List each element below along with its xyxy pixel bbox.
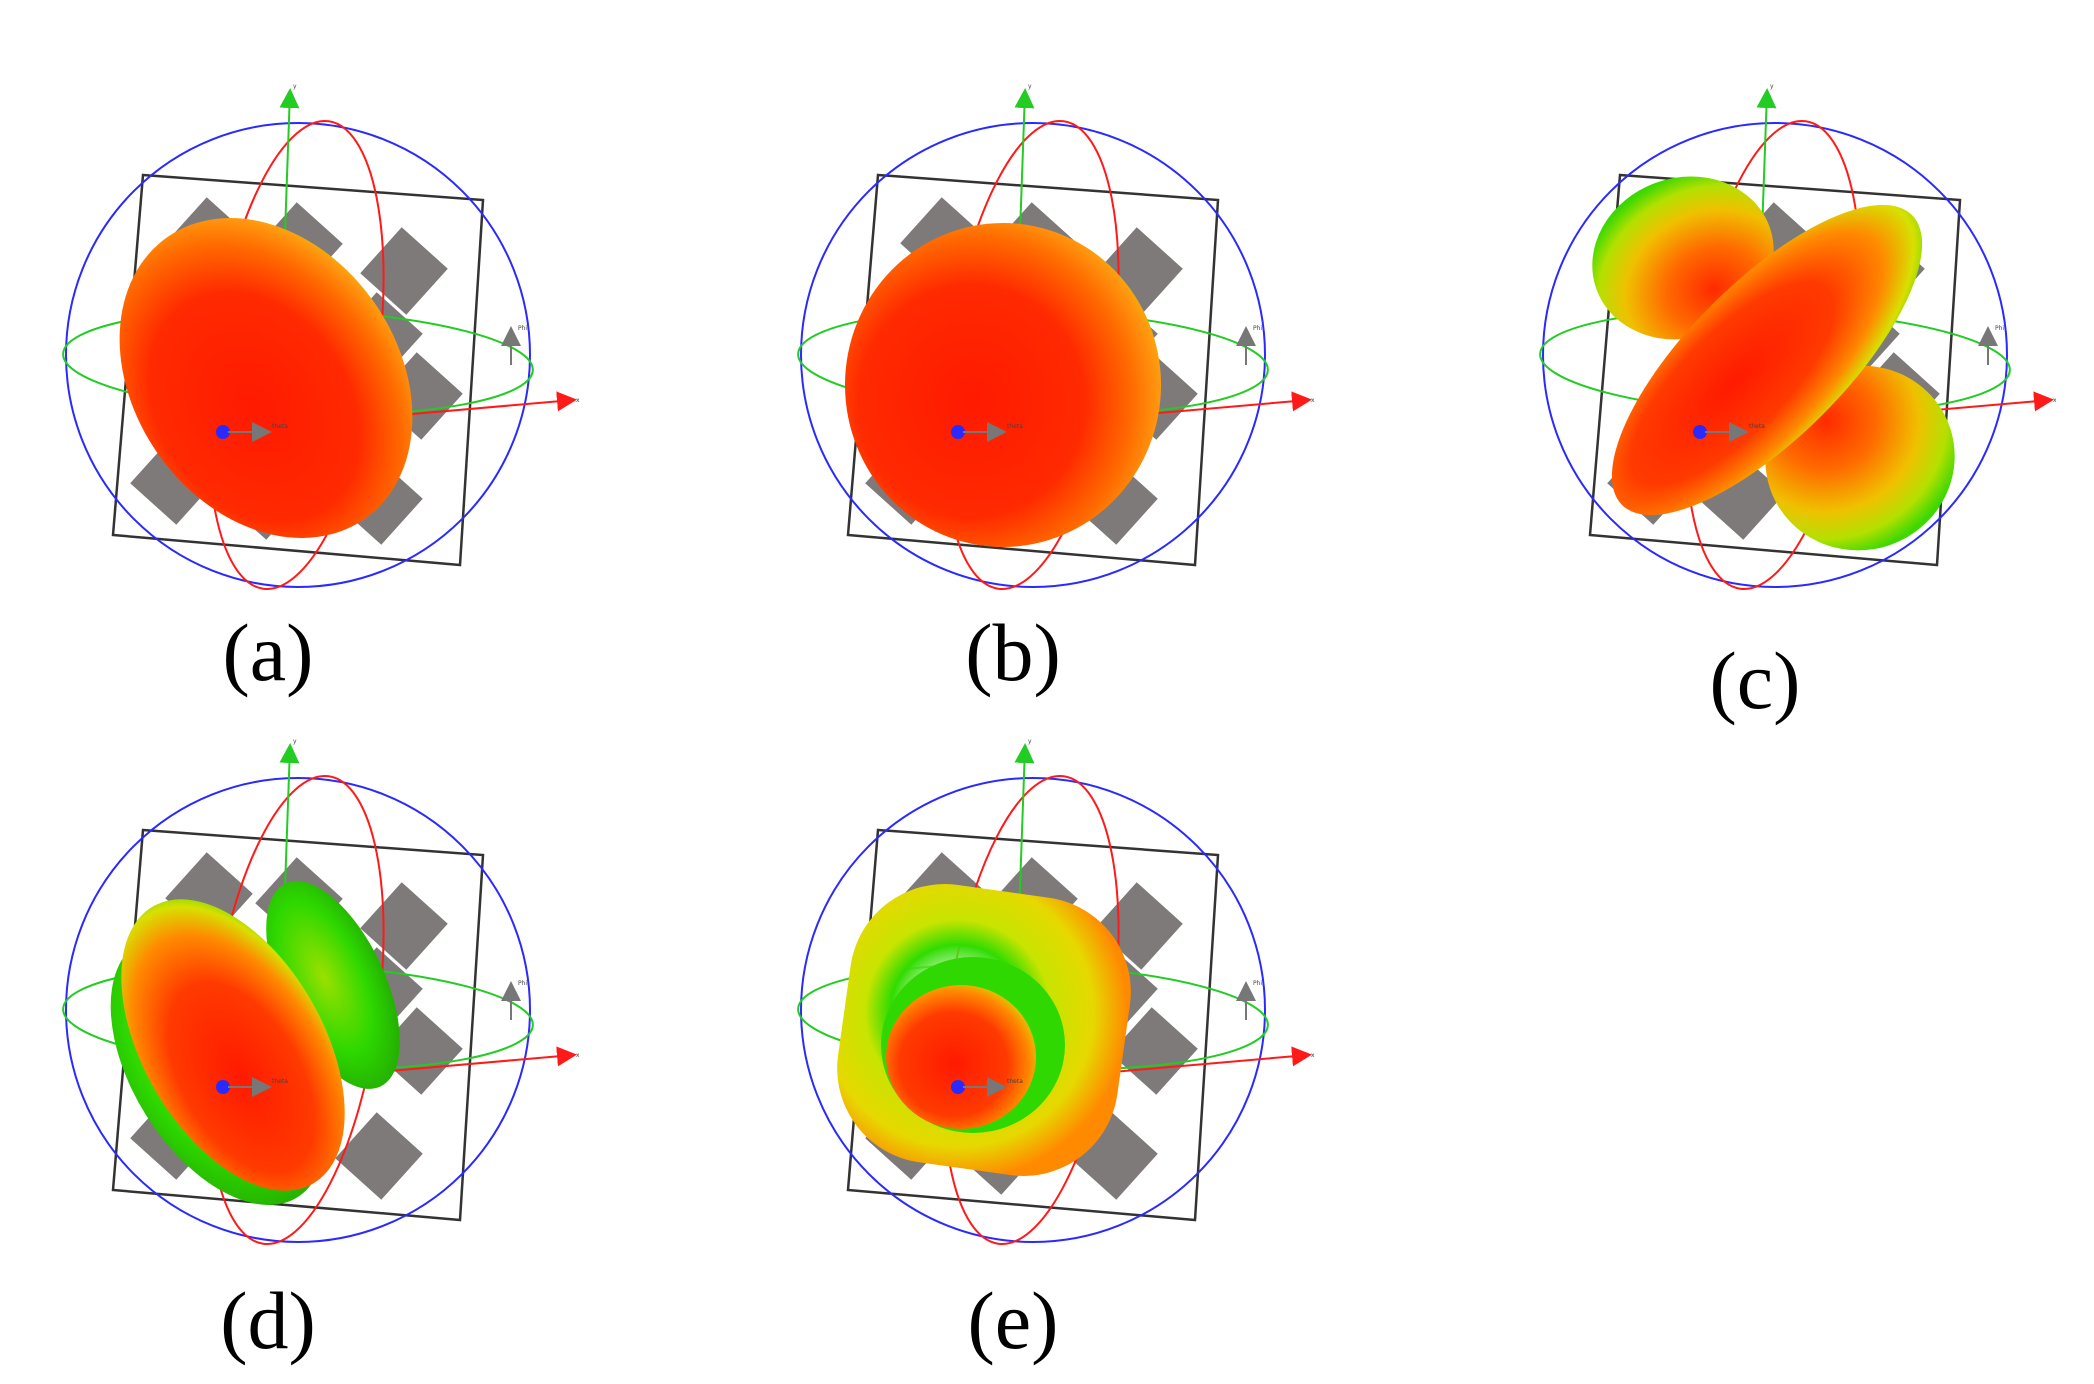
radiation-pattern-e: y x Phi theta	[763, 738, 1315, 1265]
central-spot	[886, 985, 1036, 1129]
panel-b: y x Phi theta	[763, 30, 1323, 610]
panel-c: y x Phi theta	[1505, 30, 2065, 610]
theta-label: theta	[1749, 423, 1765, 430]
phi-label: Phi	[1253, 325, 1262, 332]
secondary-lobe	[266, 881, 400, 1089]
caption-a: (a)	[222, 607, 314, 698]
theta-label: theta	[1007, 1078, 1023, 1085]
main-lobe	[845, 223, 1161, 547]
phi-label: Phi	[518, 980, 527, 987]
theta-label: theta	[272, 1078, 288, 1085]
y-axis-label: y	[1770, 83, 1774, 90]
y-axis-label: y	[1028, 738, 1032, 745]
x-axis-label: x	[576, 1052, 580, 1059]
radiation-pattern-b: y x Phi theta	[763, 83, 1315, 610]
y-axis-label: y	[1028, 83, 1032, 90]
panel-d: y x Phi theta	[28, 685, 588, 1265]
y-axis-label: y	[293, 738, 297, 745]
x-axis-label: x	[1311, 397, 1315, 404]
main-lobe	[119, 218, 413, 538]
caption-e: (e)	[967, 1275, 1059, 1366]
main-lobe	[121, 899, 345, 1191]
theta-label: theta	[1007, 423, 1023, 430]
radiation-pattern-a: y x Phi theta	[28, 83, 580, 610]
caption-b: (b)	[965, 607, 1061, 698]
phi-label: Phi	[1253, 980, 1262, 987]
x-axis-label: x	[1311, 1052, 1315, 1059]
caption-c: (c)	[1709, 635, 1801, 726]
caption-d: (d)	[220, 1275, 316, 1366]
x-axis-label: x	[576, 397, 580, 404]
panel-a: y x Phi theta	[28, 30, 588, 610]
y-axis-label: y	[293, 83, 297, 90]
phi-label: Phi	[518, 325, 527, 332]
radiation-pattern-d: y x Phi theta	[28, 738, 580, 1265]
x-axis-label: x	[2053, 397, 2057, 404]
theta-label: theta	[272, 423, 288, 430]
radiation-pattern-c: y x Phi theta	[1505, 83, 2057, 610]
central-lobe	[1611, 204, 1923, 516]
panel-e: y x Phi theta	[763, 685, 1323, 1265]
phi-label: Phi	[1995, 325, 2004, 332]
